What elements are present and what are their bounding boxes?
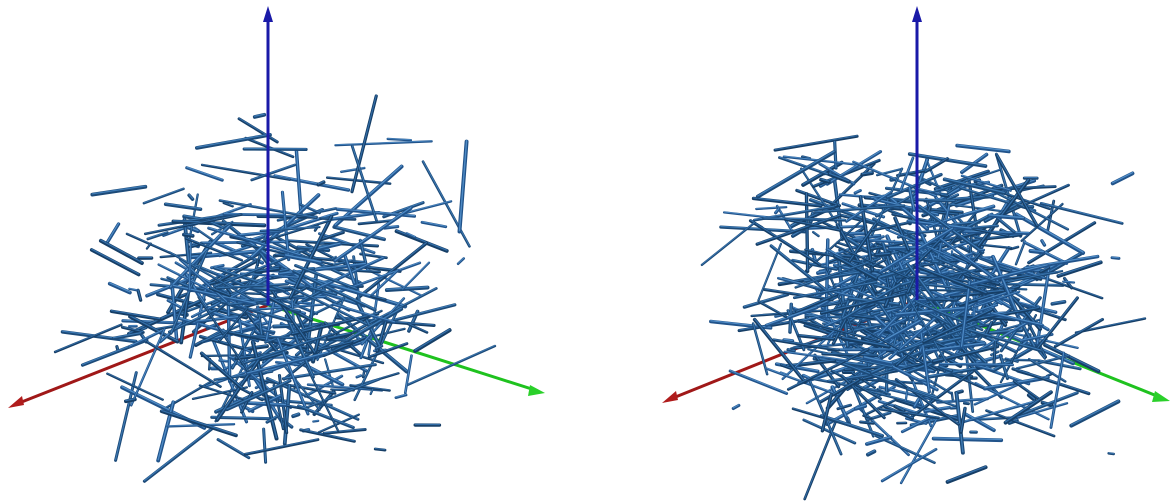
left-render	[8, 6, 545, 481]
fiber-highlight	[948, 466, 986, 481]
y-axis-arrowhead	[1152, 391, 1170, 402]
fiber	[957, 146, 1009, 152]
fiber	[144, 189, 184, 203]
fiber-highlight	[415, 329, 449, 350]
fiber	[187, 168, 222, 180]
right-render	[662, 6, 1170, 499]
fiber	[324, 429, 365, 433]
fiber-highlight	[162, 410, 236, 434]
fiber	[92, 187, 145, 195]
fiber-highlight	[407, 345, 495, 384]
fiber-highlight	[110, 283, 130, 292]
fiber-highlight	[245, 439, 318, 454]
fiber-highlight	[327, 177, 390, 183]
fiber-highlight	[92, 186, 145, 194]
fiber	[113, 333, 140, 338]
fiber-highlight	[299, 405, 354, 426]
fiber	[245, 440, 318, 455]
x-axis-arrowhead	[662, 391, 678, 403]
fiber-highlight	[402, 262, 429, 289]
fiber-highlight	[1055, 319, 1102, 346]
fiber	[971, 236, 981, 239]
fiber-highlight	[1016, 241, 1025, 264]
fiber-highlight	[144, 188, 184, 202]
fiber	[730, 371, 786, 394]
fiber-highlight	[964, 403, 968, 404]
fiber-cloud	[702, 136, 1145, 499]
fiber-highlight	[784, 339, 792, 340]
page-body: (() => { const data = JSON.parse(documen…	[0, 0, 1172, 504]
fiber	[407, 346, 495, 385]
fiber-highlight	[405, 355, 411, 392]
fiber-highlight	[775, 136, 857, 150]
fiber-highlight	[144, 428, 211, 480]
fiber-highlight	[187, 167, 222, 179]
page: {} html, body { margin: 0; padding: 0; b…	[0, 0, 1172, 504]
fiber	[335, 141, 431, 145]
fiber	[299, 406, 354, 427]
fiber-highlight	[1071, 401, 1118, 425]
fiber-highlight	[107, 223, 119, 243]
fiber	[1113, 173, 1133, 183]
fiber	[1076, 319, 1145, 333]
fiber	[775, 136, 857, 150]
fiber-cloud	[55, 95, 495, 481]
fiber	[92, 250, 139, 275]
fiber-highlight	[459, 141, 466, 231]
fiber-highlight	[1113, 173, 1133, 183]
x-axis-arrowhead	[8, 396, 24, 408]
render-scene	[0, 0, 1172, 504]
fiber-highlight	[932, 261, 937, 262]
fiber	[422, 222, 446, 226]
fiber	[948, 467, 986, 482]
fiber-highlight	[197, 134, 270, 147]
fiber	[788, 361, 835, 366]
fiber	[1071, 401, 1118, 425]
fiber	[197, 135, 270, 148]
fiber-highlight	[92, 249, 139, 274]
z-axis-arrowhead	[912, 6, 922, 22]
fiber-highlight	[1112, 257, 1119, 258]
fiber	[110, 284, 130, 293]
z-axis-arrowhead	[263, 6, 273, 22]
y-axis-arrowhead	[528, 385, 545, 396]
